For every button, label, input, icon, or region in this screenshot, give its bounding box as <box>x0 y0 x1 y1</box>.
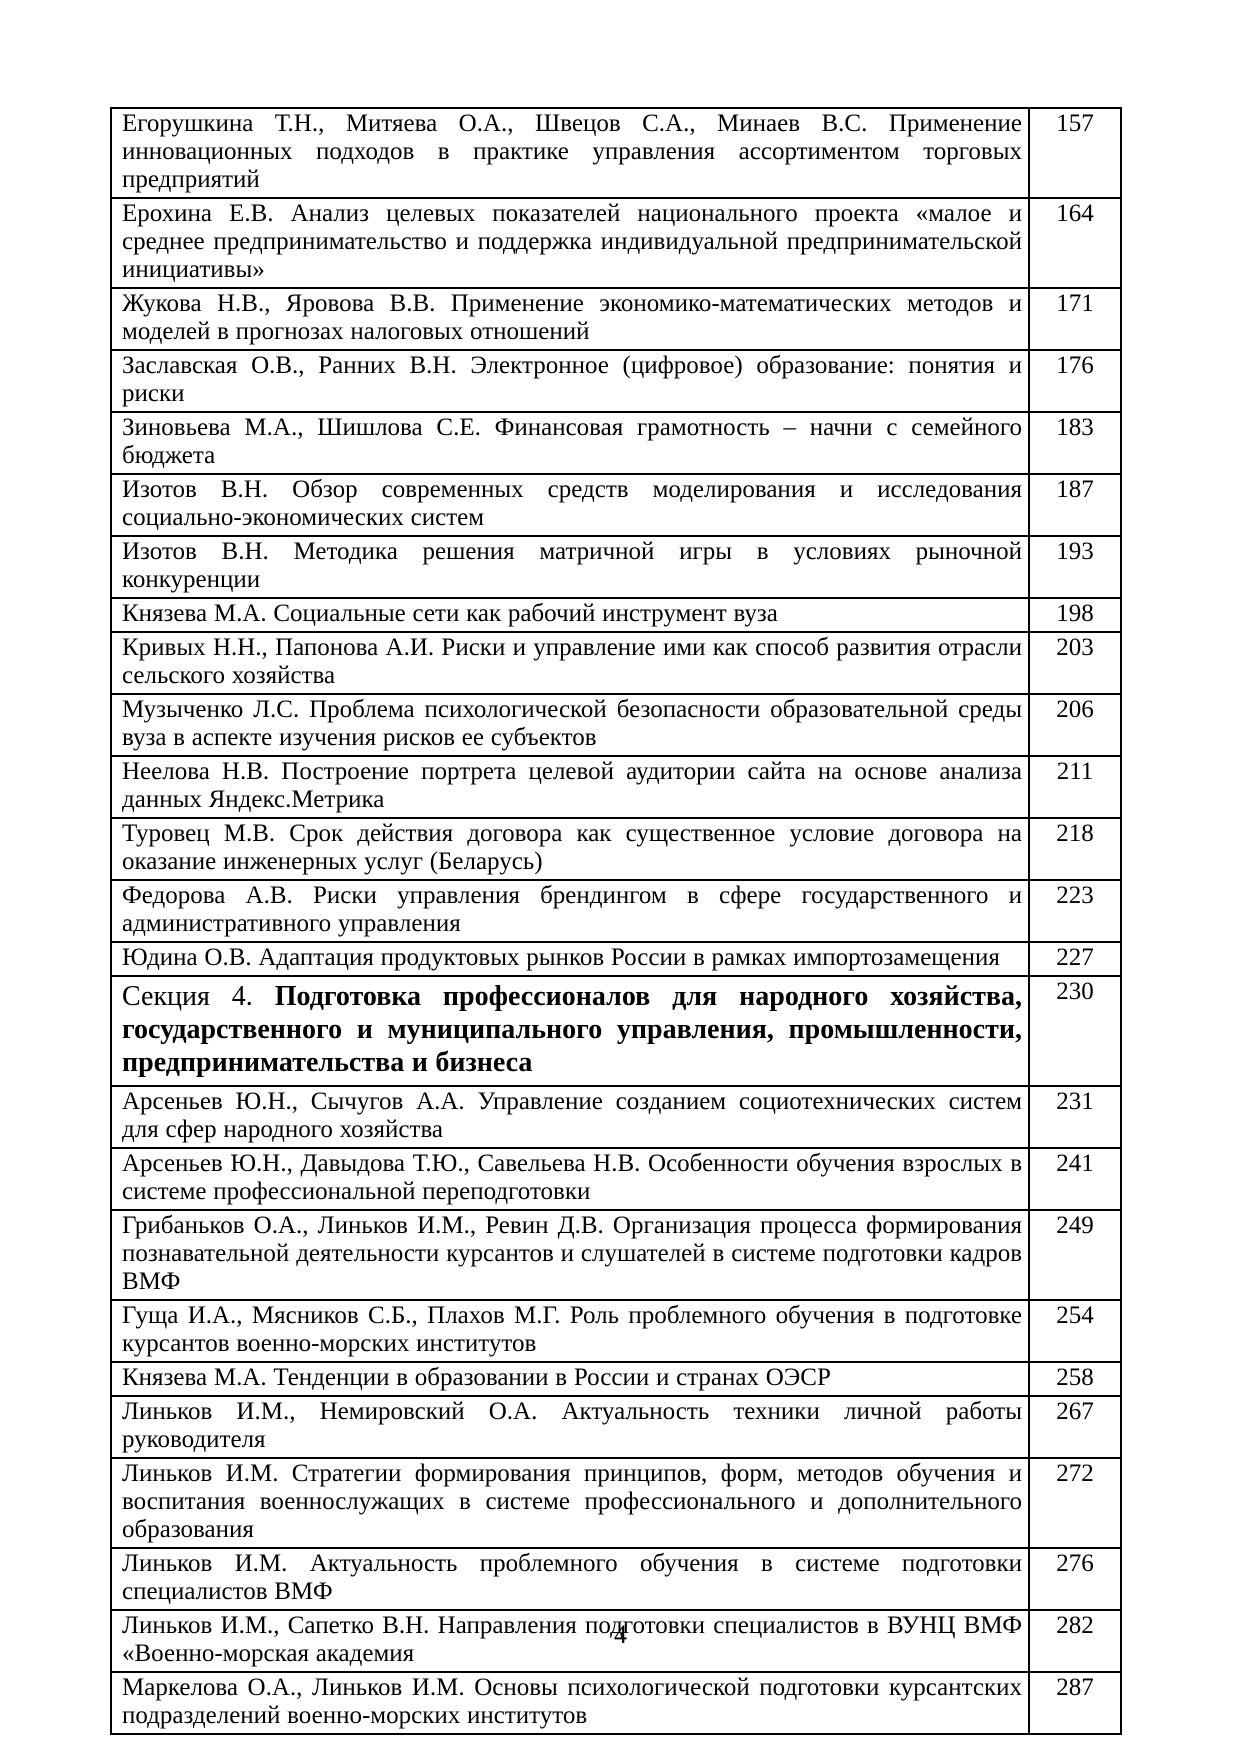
table-row: Федорова А.В. Риски управления брендинго… <box>110 879 1122 943</box>
table-row: Князева М.А. Социальные сети как рабочий… <box>110 597 1122 633</box>
table-row: Кривых Н.Н., Папонова А.И. Риски и управ… <box>110 631 1122 695</box>
entry-title: Туровец М.В. Срок действия договора как … <box>110 817 1030 881</box>
page-footer-number: 4 <box>614 1620 627 1649</box>
entry-page-number: 231 <box>1028 1085 1122 1149</box>
entry-page-number: 249 <box>1028 1209 1122 1301</box>
entry-page-number: 193 <box>1028 535 1122 599</box>
entry-page-number: 223 <box>1028 879 1122 943</box>
entry-page-number: 198 <box>1028 597 1122 633</box>
entry-title: Линьков И.М., Немировский О.А. Актуально… <box>110 1395 1030 1459</box>
table-row: Изотов В.Н. Методика решения матричной и… <box>110 535 1122 599</box>
entry-title: Гуща И.А., Мясников С.Б., Плахов М.Г. Ро… <box>110 1299 1030 1363</box>
table-row: Туровец М.В. Срок действия договора как … <box>110 817 1122 881</box>
entry-title: Егорушкина Т.Н., Митяева О.А., Швецов С.… <box>110 107 1030 199</box>
table-row: Князева М.А. Тенденции в образовании в Р… <box>110 1361 1122 1397</box>
entry-page-number: 206 <box>1028 693 1122 757</box>
table-row: Маркелова О.А., Линьков И.М. Основы псих… <box>110 1671 1122 1735</box>
table-row: Музыченко Л.С. Проблема психологической … <box>110 693 1122 757</box>
section-prefix: Секция 4. <box>122 981 275 1012</box>
entry-title: Федорова А.В. Риски управления брендинго… <box>110 879 1030 943</box>
entry-title: Неелова Н.В. Построение портрета целевой… <box>110 755 1030 819</box>
entry-title: Линьков И.М. Актуальность проблемного об… <box>110 1547 1030 1611</box>
entry-title: Ерохина Е.В. Анализ целевых показателей … <box>110 197 1030 289</box>
table-row: Линьков И.М. Актуальность проблемного об… <box>110 1547 1122 1611</box>
entry-page-number: 254 <box>1028 1299 1122 1363</box>
entry-title: Музыченко Л.С. Проблема психологической … <box>110 693 1030 757</box>
entry-title: Князева М.А. Тенденции в образовании в Р… <box>110 1361 1030 1397</box>
entry-title: Князева М.А. Социальные сети как рабочий… <box>110 597 1030 633</box>
section-heading: Секция 4. Подготовка профессионалов для … <box>110 975 1030 1087</box>
entry-page-number: 282 <box>1028 1609 1122 1673</box>
entry-page-number: 227 <box>1028 941 1122 977</box>
entry-title: Маркелова О.А., Линьков И.М. Основы псих… <box>110 1671 1030 1735</box>
table-row: Арсеньев Ю.Н., Давыдова Т.Ю., Савельева … <box>110 1147 1122 1211</box>
entry-page-number: 267 <box>1028 1395 1122 1459</box>
table-row: Юдина О.В. Адаптация продуктовых рынков … <box>110 941 1122 977</box>
entry-page-number: 164 <box>1028 197 1122 289</box>
entry-title: Линьков И.М., Сапетко В.Н. Направления п… <box>110 1609 1030 1673</box>
entry-title: Изотов В.Н. Методика решения матричной и… <box>110 535 1030 599</box>
table-row: Линьков И.М., Немировский О.А. Актуально… <box>110 1395 1122 1459</box>
entry-page-number: 276 <box>1028 1547 1122 1611</box>
entry-title: Заславская О.В., Ранних В.Н. Электронное… <box>110 349 1030 413</box>
table-row: Зиновьева М.А., Шишлова С.Е. Финансовая … <box>110 411 1122 475</box>
entry-title: Грибаньков О.А., Линьков И.М., Ревин Д.В… <box>110 1209 1030 1301</box>
table-row: Жукова Н.В., Яровова В.В. Применение эко… <box>110 287 1122 351</box>
entry-title: Зиновьева М.А., Шишлова С.Е. Финансовая … <box>110 411 1030 475</box>
table-row: Гуща И.А., Мясников С.Б., Плахов М.Г. Ро… <box>110 1299 1122 1363</box>
entry-page-number: 157 <box>1028 107 1122 199</box>
toc-table-body: Егорушкина Т.Н., Митяева О.А., Швецов С.… <box>110 107 1122 1735</box>
entry-page-number: 287 <box>1028 1671 1122 1735</box>
entry-page-number: 211 <box>1028 755 1122 819</box>
table-row: Линьков И.М., Сапетко В.Н. Направления п… <box>110 1609 1122 1673</box>
table-row: Ерохина Е.В. Анализ целевых показателей … <box>110 197 1122 289</box>
entry-title: Арсеньев Ю.Н., Давыдова Т.Ю., Савельева … <box>110 1147 1030 1211</box>
entry-title: Юдина О.В. Адаптация продуктовых рынков … <box>110 941 1030 977</box>
entry-title: Кривых Н.Н., Папонова А.И. Риски и управ… <box>110 631 1030 695</box>
section-title: Подготовка профессионалов для народного … <box>122 981 1022 1078</box>
table-row: Заславская О.В., Ранних В.Н. Электронное… <box>110 349 1122 413</box>
entry-page-number: 187 <box>1028 473 1122 537</box>
table-row: Изотов В.Н. Обзор современных средств мо… <box>110 473 1122 537</box>
entry-page-number: 258 <box>1028 1361 1122 1397</box>
table-row: Егорушкина Т.Н., Митяева О.А., Швецов С.… <box>110 107 1122 199</box>
table-row: Арсеньев Ю.Н., Сычугов А.А. Управление с… <box>110 1085 1122 1149</box>
entry-page-number: 272 <box>1028 1457 1122 1549</box>
entry-page-number: 230 <box>1028 975 1122 1087</box>
toc-table: Егорушкина Т.Н., Митяева О.А., Швецов С.… <box>110 107 1122 1735</box>
entry-page-number: 203 <box>1028 631 1122 695</box>
entry-page-number: 183 <box>1028 411 1122 475</box>
table-row: Линьков И.М. Стратегии формирования прин… <box>110 1457 1122 1549</box>
table-row: Грибаньков О.А., Линьков И.М., Ревин Д.В… <box>110 1209 1122 1301</box>
entry-page-number: 218 <box>1028 817 1122 881</box>
entry-title: Арсеньев Ю.Н., Сычугов А.А. Управление с… <box>110 1085 1030 1149</box>
entry-page-number: 241 <box>1028 1147 1122 1211</box>
table-row: Неелова Н.В. Построение портрета целевой… <box>110 755 1122 819</box>
entry-title: Жукова Н.В., Яровова В.В. Применение эко… <box>110 287 1030 351</box>
table-row: Секция 4. Подготовка профессионалов для … <box>110 975 1122 1087</box>
entry-title: Линьков И.М. Стратегии формирования прин… <box>110 1457 1030 1549</box>
entry-page-number: 171 <box>1028 287 1122 351</box>
entry-title: Изотов В.Н. Обзор современных средств мо… <box>110 473 1030 537</box>
entry-page-number: 176 <box>1028 349 1122 413</box>
